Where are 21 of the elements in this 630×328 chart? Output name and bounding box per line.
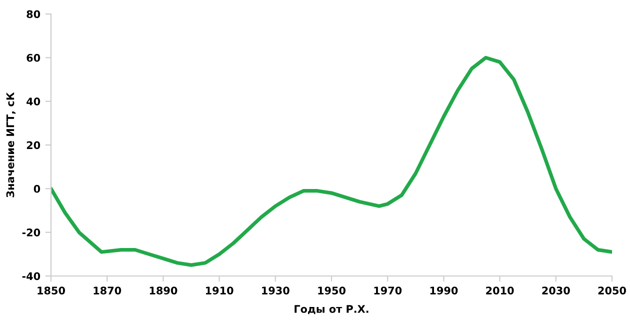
x-tick-label: 2050 (598, 286, 626, 294)
x-tick-label: 1910 (206, 286, 234, 294)
x-tick-label: 2030 (542, 286, 570, 294)
y-tick-label: -40 (22, 272, 40, 280)
y-tick-label: 20 (26, 141, 40, 150)
y-tick-label: 60 (26, 54, 40, 62)
x-tick-label: 1990 (430, 286, 458, 294)
x-axis-title: Годы от Р.Х. (294, 305, 368, 314)
y-tick-label: 80 (26, 10, 40, 18)
x-tick-label: 1930 (262, 286, 290, 294)
line-series (51, 56, 612, 267)
x-tick-label: 1850 (38, 286, 65, 294)
y-tick-label: -20 (22, 228, 40, 236)
y-tick-label: 40 (26, 98, 40, 106)
x-tick-label: 2010 (486, 286, 514, 294)
y-tick-label: 0 (34, 184, 40, 193)
x-tick-label: 1870 (94, 286, 122, 294)
y-axis-title: Значение ИГТ, сК (6, 92, 16, 198)
x-tick-label: 1950 (318, 286, 346, 294)
x-tick-label: 1970 (374, 286, 402, 294)
x-tick-label: 1890 (150, 286, 178, 294)
